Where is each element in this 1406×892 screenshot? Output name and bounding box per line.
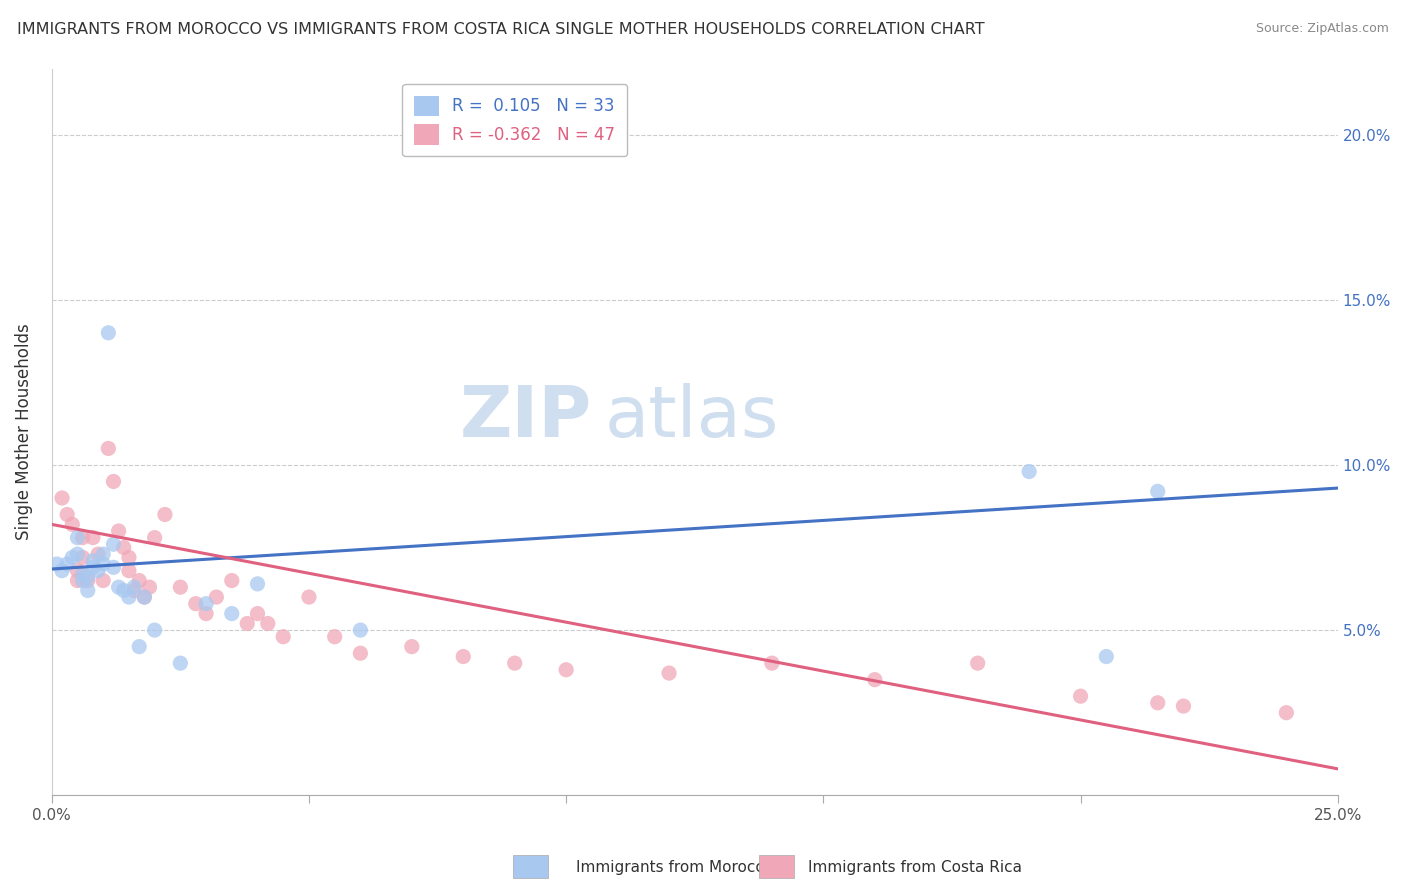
Point	[82, 560, 104, 574]
Point	[112, 583, 135, 598]
Point	[66, 547, 89, 561]
Point	[761, 656, 783, 670]
Point	[103, 560, 125, 574]
Point	[1070, 689, 1092, 703]
Legend: R =  0.105   N = 33, R = -0.362   N = 47: R = 0.105 N = 33, R = -0.362 N = 47	[402, 84, 627, 156]
Text: ZIP: ZIP	[460, 383, 592, 452]
Point	[1146, 484, 1168, 499]
Point	[184, 597, 207, 611]
Point	[205, 590, 228, 604]
Point	[256, 616, 278, 631]
Point	[82, 531, 104, 545]
Point	[60, 517, 83, 532]
Point	[134, 590, 156, 604]
Point	[66, 564, 89, 578]
Point	[503, 656, 526, 670]
Point	[122, 580, 145, 594]
Point	[966, 656, 988, 670]
Point	[349, 623, 371, 637]
Point	[60, 550, 83, 565]
Point	[56, 508, 79, 522]
Point	[1018, 465, 1040, 479]
Point	[122, 583, 145, 598]
Point	[658, 666, 681, 681]
Point	[323, 630, 346, 644]
Point	[56, 557, 79, 571]
Point	[246, 607, 269, 621]
Point	[271, 630, 294, 644]
Point	[107, 580, 129, 594]
Point	[66, 531, 89, 545]
Point	[221, 607, 243, 621]
Point	[45, 557, 67, 571]
Point	[76, 574, 98, 588]
Point	[118, 564, 141, 578]
Point	[118, 550, 141, 565]
Point	[134, 590, 156, 604]
Point	[103, 537, 125, 551]
Point	[76, 583, 98, 598]
Point	[349, 646, 371, 660]
Y-axis label: Single Mother Households: Single Mother Households	[15, 324, 32, 541]
Point	[87, 547, 110, 561]
Point	[72, 531, 94, 545]
Point	[91, 574, 114, 588]
Point	[246, 577, 269, 591]
Text: Source: ZipAtlas.com: Source: ZipAtlas.com	[1256, 22, 1389, 36]
Point	[112, 541, 135, 555]
Point	[169, 656, 191, 670]
Point	[221, 574, 243, 588]
Point	[169, 580, 191, 594]
Point	[1275, 706, 1298, 720]
Point	[138, 580, 160, 594]
Text: Immigrants from Morocco: Immigrants from Morocco	[576, 860, 773, 874]
Point	[863, 673, 886, 687]
Point	[87, 564, 110, 578]
Point	[91, 547, 114, 561]
Point	[66, 574, 89, 588]
Point	[1146, 696, 1168, 710]
Point	[401, 640, 423, 654]
Text: IMMIGRANTS FROM MOROCCO VS IMMIGRANTS FROM COSTA RICA SINGLE MOTHER HOUSEHOLDS C: IMMIGRANTS FROM MOROCCO VS IMMIGRANTS FR…	[17, 22, 984, 37]
Point	[1173, 699, 1195, 714]
Point	[1095, 649, 1118, 664]
Point	[128, 574, 150, 588]
Point	[97, 442, 120, 456]
Point	[195, 607, 218, 621]
Point	[103, 475, 125, 489]
Point	[298, 590, 321, 604]
Point	[153, 508, 176, 522]
Point	[128, 640, 150, 654]
Point	[72, 550, 94, 565]
Point	[555, 663, 578, 677]
Point	[72, 566, 94, 581]
Point	[72, 574, 94, 588]
Point	[91, 557, 114, 571]
Point	[195, 597, 218, 611]
Text: atlas: atlas	[605, 383, 779, 452]
Point	[51, 491, 73, 505]
Point	[82, 554, 104, 568]
Point	[118, 590, 141, 604]
Point	[107, 524, 129, 538]
Point	[97, 326, 120, 340]
Point	[143, 623, 166, 637]
Point	[236, 616, 259, 631]
Point	[143, 531, 166, 545]
Point	[76, 570, 98, 584]
Point	[451, 649, 474, 664]
Point	[51, 564, 73, 578]
Text: Immigrants from Costa Rica: Immigrants from Costa Rica	[808, 860, 1022, 874]
